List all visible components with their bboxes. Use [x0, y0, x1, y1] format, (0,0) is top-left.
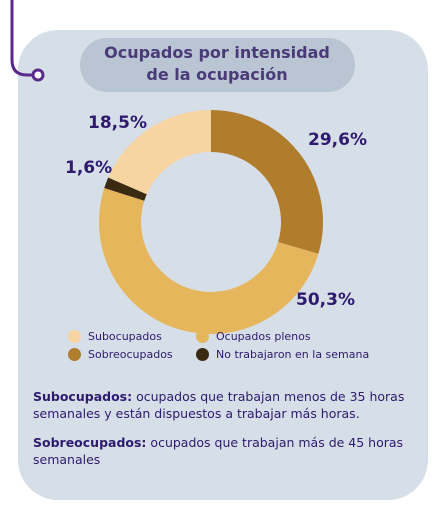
legend-item: Subocupados	[68, 330, 162, 343]
data-label: 18,5%	[88, 113, 147, 133]
note-term: Sobreocupados:	[33, 435, 147, 450]
title-pill	[80, 38, 355, 92]
legend-label: Ocupados plenos	[216, 330, 311, 343]
connector	[10, 0, 32, 77]
donut-segment	[99, 188, 319, 334]
donut-segment	[108, 110, 211, 195]
connector-dot	[31, 68, 45, 82]
legend-item: No trabajaron en la semana	[196, 348, 369, 361]
legend-label: Sobreocupados	[88, 348, 173, 361]
card	[18, 30, 428, 500]
legend-swatch	[68, 348, 81, 361]
legend-item: Ocupados plenos	[196, 330, 311, 343]
legend-swatch	[68, 330, 81, 343]
note-term: Subocupados:	[33, 389, 133, 404]
donut-segment	[104, 177, 147, 201]
legend-swatch	[196, 330, 209, 343]
donut: 29,6% 50,3% 1,6% 18,5%	[65, 110, 367, 334]
legend-swatch	[196, 348, 209, 361]
note: Subocupados: ocupados que trabajan menos…	[33, 388, 413, 422]
data-label: 50,3%	[296, 290, 355, 310]
legend-item: Sobreocupados	[68, 348, 173, 361]
legend-label: Subocupados	[88, 330, 162, 343]
data-label: 1,6%	[65, 158, 112, 178]
donut-segment	[211, 110, 323, 254]
chart-title: Ocupados por intensidad de la ocupación	[104, 43, 330, 84]
data-label: 29,6%	[308, 130, 367, 150]
note-text: ocupados que trabajan más de 45 horas se…	[33, 435, 404, 467]
legend-label: No trabajaron en la semana	[216, 348, 370, 361]
note-text: ocupados que trabajan menos de 35 horas …	[33, 389, 405, 421]
note: Sobreocupados: ocupados que trabajan más…	[33, 434, 413, 468]
